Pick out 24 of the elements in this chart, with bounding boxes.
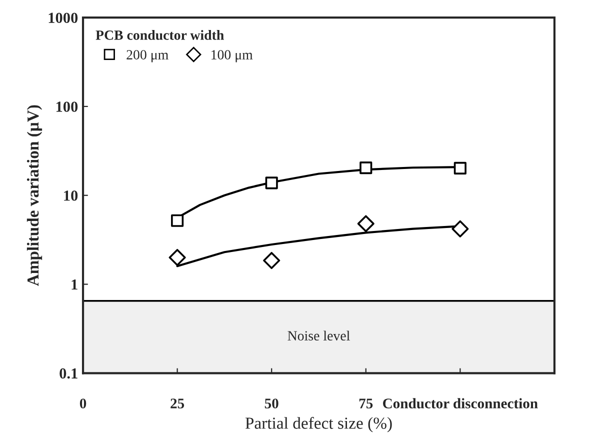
point [360,162,372,174]
y-tick-label: 1 [72,279,78,290]
band-label: Noise level [288,330,350,340]
point [357,215,374,232]
legend-title: PCB conductor width [96,30,224,40]
point [454,162,466,174]
x-axis-title: Partial defect size (%) [245,416,392,432]
point [265,176,278,190]
point [263,252,280,270]
legend-label: 100 μm [212,50,253,62]
y-tick-label: 10 [64,190,78,201]
point [168,248,186,266]
y-tick-label: 0.1 [60,368,78,379]
point [171,214,184,227]
x-tick-label: 25 [170,398,184,408]
x-tick-label: 50 [264,398,278,408]
x-tick-label: 0 [80,398,86,408]
x-tick-label: Conductor disconnection [383,398,538,408]
y-tick-label: 1000 [48,12,78,24]
x-tick-label: 75 [359,398,373,408]
y-tick-label: 100 [56,102,78,112]
legend-label: 200 μm [126,50,168,62]
y-axis-title: Amplitude variation (μV) [26,105,42,286]
point [452,220,469,238]
